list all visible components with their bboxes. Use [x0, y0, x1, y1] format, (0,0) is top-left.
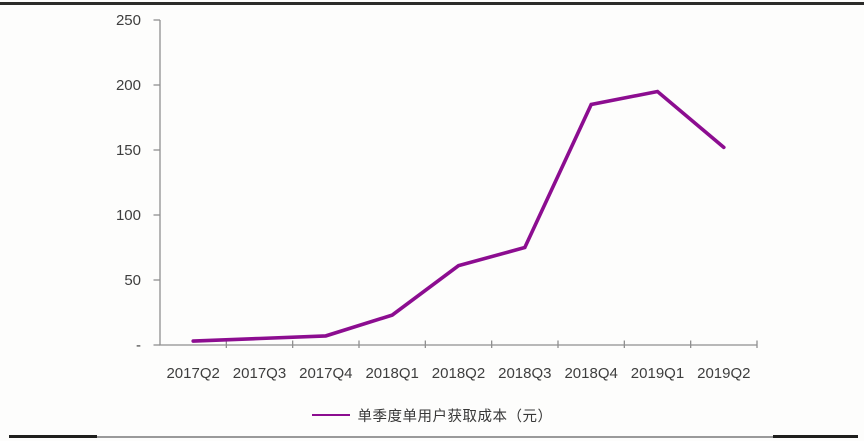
svg-text:2017Q4: 2017Q4	[299, 365, 352, 382]
legend-line-swatch	[311, 414, 350, 416]
legend-label: 单季度单用户获取成本（元）	[357, 408, 553, 425]
bottom-border-rule	[0, 435, 864, 439]
bottom-rule-gray-segment	[97, 436, 773, 438]
svg-text:-: -	[136, 337, 141, 354]
svg-text:2017Q3: 2017Q3	[233, 365, 286, 382]
top-border-rule	[0, 2, 864, 5]
svg-text:2018Q1: 2018Q1	[365, 365, 418, 382]
legend: 单季度单用户获取成本（元）	[0, 404, 864, 426]
svg-text:150: 150	[116, 142, 141, 159]
series-line	[191, 89, 726, 343]
bottom-rule-dark-right-segment	[773, 435, 858, 438]
svg-text:2018Q3: 2018Q3	[498, 365, 551, 382]
x-axis: 2017Q2 2017Q3 2017Q4 2018Q1 2018Q2 2018Q3 2018…	[159, 340, 758, 382]
svg-text:2019Q2: 2019Q2	[697, 365, 750, 382]
svg-text:2018Q2: 2018Q2	[432, 365, 485, 382]
svg-text:2018Q4: 2018Q4	[564, 365, 617, 382]
svg-text:2019Q1: 2019Q1	[631, 365, 684, 382]
y-axis: - 50 100 150 200 250	[116, 12, 161, 354]
svg-text:100: 100	[116, 207, 141, 224]
svg-text:200: 200	[116, 77, 141, 94]
svg-text:2017Q2: 2017Q2	[166, 365, 219, 382]
svg-text:50: 50	[124, 272, 141, 289]
bottom-rule-dark-left-segment	[9, 435, 97, 438]
svg-text:250: 250	[116, 12, 141, 29]
